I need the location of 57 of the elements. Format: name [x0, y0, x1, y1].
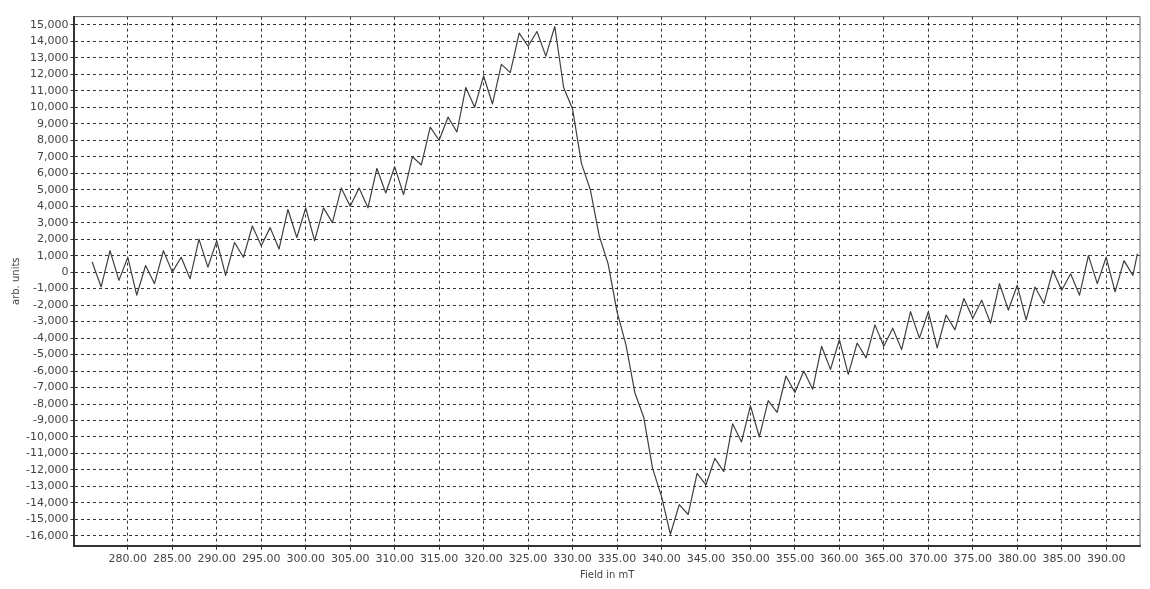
y-tick-label: -16,000	[25, 528, 69, 542]
y-tick-label: -4,000	[32, 330, 69, 344]
y-tick-label: -11,000	[25, 446, 69, 460]
y-tick-label: 7,000	[36, 149, 69, 163]
y-axis-title: arb. units	[9, 257, 21, 305]
x-tick-label: 325.00	[508, 552, 548, 566]
y-tick-label: -2,000	[32, 297, 69, 311]
y-tick-label: 0	[61, 264, 69, 278]
y-tick-label: 5,000	[36, 182, 69, 196]
y-tick-label: 1,000	[36, 248, 69, 262]
x-tick-label: 285.00	[153, 552, 192, 566]
y-tick-label: 4,000	[36, 199, 69, 213]
y-tick-label: 2,000	[36, 232, 69, 246]
y-tick-label: -7,000	[32, 380, 69, 394]
x-tick-label: 360.00	[820, 552, 859, 566]
y-tick-label: 13,000	[29, 50, 69, 64]
x-tick-label: 345.00	[686, 552, 726, 566]
y-tick-label: -3,000	[32, 314, 69, 328]
y-tick-label: -6,000	[32, 363, 69, 377]
y-tick-label: -15,000	[25, 512, 69, 526]
x-tick-label: 390.00	[1086, 552, 1126, 566]
x-tick-label: 375.00	[953, 552, 993, 566]
y-tick-label: -14,000	[25, 495, 69, 509]
x-axis-title: Field in mT	[580, 568, 636, 580]
x-tick-label: 385.00	[1042, 552, 1081, 566]
x-tick-label: 315.00	[419, 552, 459, 566]
y-tick-label: 6,000	[36, 166, 69, 180]
x-tick-label: 305.00	[330, 552, 370, 566]
x-tick-label: 365.00	[864, 552, 904, 566]
x-tick-label: 290.00	[197, 552, 237, 566]
x-tick-label: 300.00	[286, 552, 325, 566]
x-tick-label: 335.00	[597, 552, 637, 566]
y-tick-label: 10,000	[29, 100, 69, 114]
y-tick-label: 12,000	[29, 67, 69, 81]
y-tick-label: 9,000	[36, 116, 69, 130]
y-tick-label: -1,000	[32, 281, 69, 295]
x-tick-label: 370.00	[909, 552, 948, 566]
x-tick-label: 355.00	[775, 552, 815, 566]
y-tick-label: -12,000	[25, 462, 69, 476]
x-tick-label: 310.00	[375, 552, 414, 566]
y-tick-label: 15,000	[29, 17, 69, 31]
x-tick-label: 330.00	[553, 552, 592, 566]
x-tick-label: 340.00	[642, 552, 681, 566]
y-tick-label: 11,000	[29, 83, 69, 97]
y-tick-label: 3,000	[36, 215, 69, 229]
y-tick-label: 8,000	[36, 133, 69, 147]
y-tick-label: -5,000	[32, 347, 69, 361]
y-tick-label: 14,000	[29, 34, 69, 48]
y-tick-label: -13,000	[25, 479, 69, 493]
x-tick-label: 280.00	[108, 552, 148, 566]
x-tick-label: 350.00	[731, 552, 770, 566]
y-tick-label: -10,000	[25, 429, 69, 443]
x-tick-label: 380.00	[998, 552, 1037, 566]
x-tick-label: 320.00	[464, 552, 503, 566]
x-tick-label: 295.00	[241, 552, 281, 566]
y-tick-label: -8,000	[32, 396, 69, 410]
y-tick-label: -9,000	[32, 413, 69, 427]
